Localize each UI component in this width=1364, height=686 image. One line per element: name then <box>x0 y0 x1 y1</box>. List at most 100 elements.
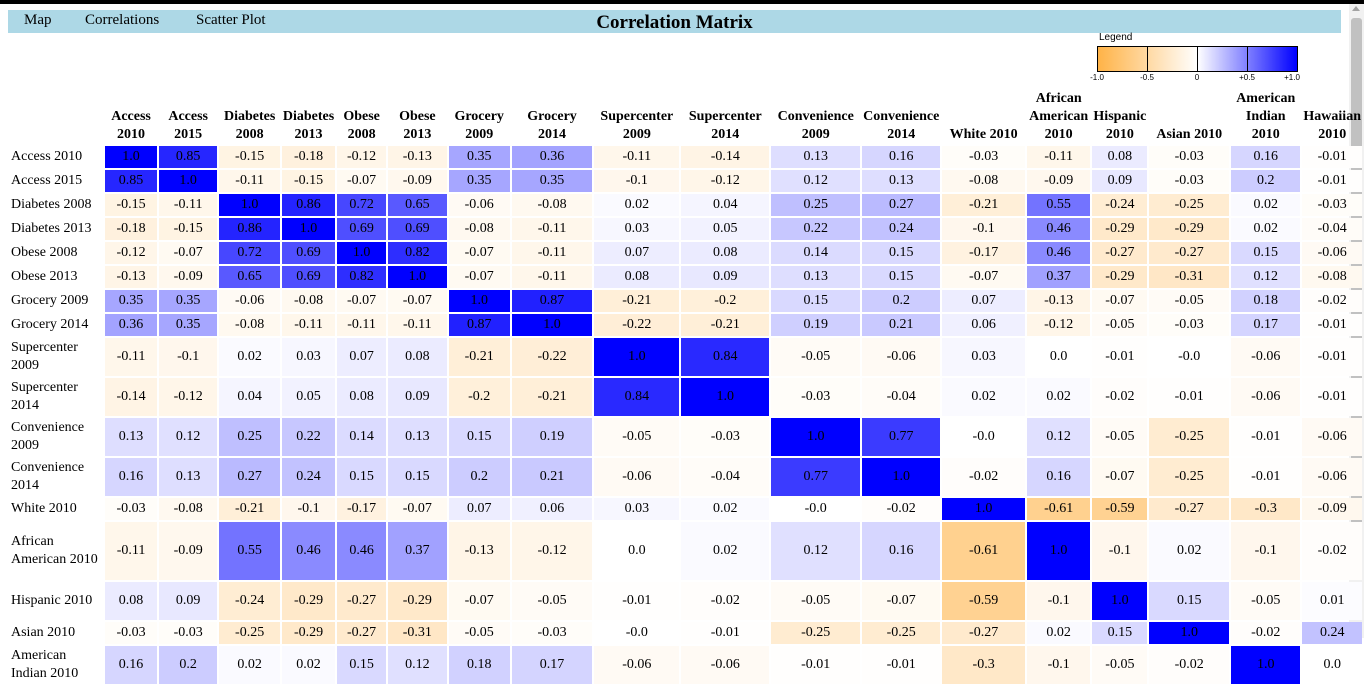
column-header: Grocery 2009 <box>454 109 504 142</box>
heatmap-cell: 0.36 <box>511 146 593 168</box>
heatmap-cell: 0.19 <box>511 418 593 456</box>
heatmap-cell: 0.12 <box>771 170 861 192</box>
heatmap-cell: 0.46 <box>281 522 336 580</box>
nav-correlations[interactable]: Correlations <box>85 12 160 28</box>
heatmap-cell: -0.08 <box>448 218 510 240</box>
heatmap-cell: -0.07 <box>1092 290 1148 312</box>
heatmap-cell: -0.25 <box>862 622 941 644</box>
correlation-matrix: Access 2010 Access 2015 Diabetes 2008 Diabe… <box>8 88 1364 686</box>
heatmap-cell: -0.11 <box>511 266 593 288</box>
table-row: Access 2015 0.85 1.0 -0.11 -0.15 -0.07 -0.09 0.… <box>10 170 1362 192</box>
heatmap-cell: -0.31 <box>1149 266 1230 288</box>
heatmap-cell: 1.0 <box>105 146 157 168</box>
heatmap-cell: 0.25 <box>771 194 861 216</box>
heatmap-cell: -0.1 <box>1026 582 1091 620</box>
heatmap-cell: -0.3 <box>942 646 1025 684</box>
heatmap-cell: 0.21 <box>511 458 593 496</box>
scroll-up-arrow-icon[interactable] <box>1352 6 1360 11</box>
heatmap-cell: 0.03 <box>942 338 1025 376</box>
heatmap-cell: -0.21 <box>448 338 510 376</box>
heatmap-cell: -0.18 <box>105 218 157 240</box>
heatmap-cell: -0.01 <box>1302 146 1362 168</box>
nav-bar: Map Correlations Scatter Plot Correlatio… <box>8 10 1341 33</box>
heatmap-cell: 1.0 <box>337 242 386 264</box>
heatmap-cell: -0.11 <box>594 146 680 168</box>
heatmap-cell: -0.1 <box>1092 522 1148 580</box>
table-row: Access 2010 1.0 0.85 -0.15 -0.18 -0.12 -0.13 0.… <box>10 146 1362 168</box>
heatmap-cell: -0.01 <box>1149 378 1230 416</box>
heatmap-cell: -0.27 <box>1149 242 1230 264</box>
heatmap-cell: 0.03 <box>281 338 336 376</box>
heatmap-cell: 0.24 <box>1302 622 1362 644</box>
heatmap-cell: 0.55 <box>1026 194 1091 216</box>
heatmap-cell: 0.85 <box>158 146 218 168</box>
table-row: Obese 2013 -0.13 -0.09 0.65 0.69 0.82 1.0 -0.07… <box>10 266 1362 288</box>
corner-cell <box>10 90 103 144</box>
page-title: Correlation Matrix <box>596 12 753 33</box>
heatmap-cell: 0.37 <box>388 522 447 580</box>
heatmap-cell: 0.15 <box>862 266 941 288</box>
heatmap-cell: 0.25 <box>219 418 280 456</box>
nav-scatter-plot[interactable]: Scatter Plot <box>196 12 266 28</box>
heatmap-cell: 0.35 <box>448 170 510 192</box>
heatmap-cell: 0.65 <box>388 194 447 216</box>
heatmap-cell: -0.01 <box>1302 338 1362 376</box>
heatmap-cell: -0.11 <box>281 314 336 336</box>
row-label: Supercenter 2014 <box>10 378 104 416</box>
heatmap-cell: -0.0 <box>594 622 680 644</box>
column-header: Access 2010 <box>111 109 151 142</box>
heatmap-cell: 0.69 <box>337 218 386 240</box>
heatmap-cell: -0.02 <box>862 498 941 520</box>
heatmap-cell: 0.2 <box>448 458 510 496</box>
heatmap-cell: -0.18 <box>281 146 336 168</box>
heatmap-cell: -0.07 <box>448 266 510 288</box>
heatmap-cell: -0.07 <box>942 266 1025 288</box>
heatmap-cell: -0.08 <box>219 314 280 336</box>
heatmap-cell: -0.04 <box>862 378 941 416</box>
heatmap-cell: -0.12 <box>681 170 770 192</box>
heatmap-cell: -0.07 <box>158 242 218 264</box>
row-label: Access 2015 <box>10 170 104 192</box>
heatmap-cell: 0.16 <box>1026 458 1091 496</box>
column-header: Hawaiian 2010 <box>1303 109 1361 142</box>
heatmap-cell: -0.1 <box>158 338 218 376</box>
heatmap-cell: -0.11 <box>337 314 386 336</box>
heatmap-cell: 0.14 <box>337 418 386 456</box>
heatmap-cell: 0.12 <box>158 418 218 456</box>
heatmap-cell: -0.02 <box>942 458 1025 496</box>
heatmap-cell: -0.11 <box>388 314 447 336</box>
heatmap-cell: -0.12 <box>1026 314 1091 336</box>
table-row: American Indian 2010 0.16 0.2 0.02 0.02 0.15 0… <box>10 646 1362 684</box>
heatmap-cell: -0.29 <box>281 582 336 620</box>
legend-label: +0.5 <box>1239 73 1255 82</box>
heatmap-cell: 0.82 <box>337 266 386 288</box>
legend-tick <box>1147 46 1148 72</box>
heatmap-cell: 0.0 <box>1026 338 1091 376</box>
nav-map[interactable]: Map <box>24 12 52 28</box>
heatmap-cell: -0.03 <box>105 498 157 520</box>
heatmap-cell: -0.61 <box>1026 498 1091 520</box>
heatmap-cell: -0.03 <box>158 622 218 644</box>
column-header: White 2010 <box>949 127 1018 142</box>
heatmap-cell: -0.2 <box>448 378 510 416</box>
heatmap-cell: 0.19 <box>771 314 861 336</box>
heatmap-cell: 0.03 <box>594 218 680 240</box>
heatmap-cell: -0.05 <box>1149 290 1230 312</box>
heatmap-cell: -0.1 <box>594 170 680 192</box>
heatmap-cell: -0.08 <box>158 498 218 520</box>
table-row: Supercenter 2009 -0.11 -0.1 0.02 0.03 0.07 0.0… <box>10 338 1362 376</box>
heatmap-cell: -0.59 <box>1092 498 1148 520</box>
heatmap-cell: -0.11 <box>219 170 280 192</box>
row-label: Obese 2008 <box>10 242 104 264</box>
heatmap-cell: -0.06 <box>594 458 680 496</box>
heatmap-cell: 0.46 <box>1026 242 1091 264</box>
column-header: Grocery 2014 <box>527 109 577 142</box>
heatmap-cell: -0.22 <box>511 338 593 376</box>
row-label: Convenience 2009 <box>10 418 104 456</box>
heatmap-cell: 0.02 <box>681 522 770 580</box>
heatmap-cell: -0.59 <box>942 582 1025 620</box>
heatmap-cell: 1.0 <box>158 170 218 192</box>
heatmap-cell: -0.01 <box>1231 418 1301 456</box>
heatmap-cell: -0.07 <box>337 290 386 312</box>
heatmap-cell: -0.06 <box>1231 338 1301 376</box>
